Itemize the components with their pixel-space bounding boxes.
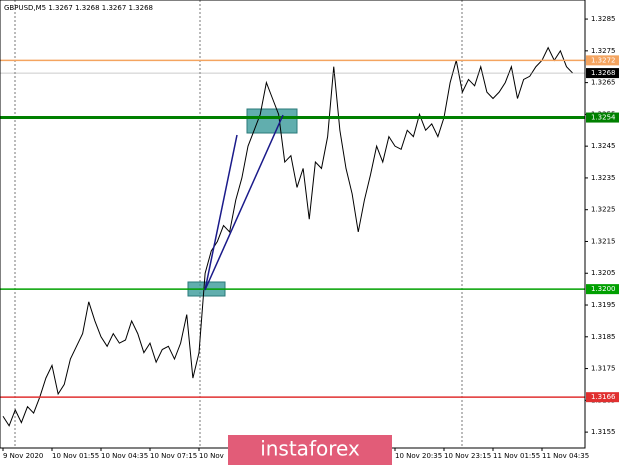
x-tick-label: 11 Nov 04:35 bbox=[542, 452, 589, 460]
x-tick-label: 10 Nov 20:35 bbox=[395, 452, 442, 460]
trend-line bbox=[204, 114, 284, 291]
level-label: 1.3200 bbox=[591, 285, 616, 293]
y-tick-label: 1.3265 bbox=[591, 79, 616, 87]
y-tick-label: 1.3275 bbox=[591, 47, 616, 55]
level-label-box bbox=[586, 284, 619, 295]
y-tick-label: 1.3195 bbox=[591, 301, 616, 309]
level-label-box bbox=[586, 392, 619, 403]
y-tick-label: 1.3205 bbox=[591, 269, 616, 277]
y-tick-label: 1.3155 bbox=[591, 428, 616, 436]
y-tick-label: 1.3225 bbox=[591, 206, 616, 214]
price-line bbox=[2, 46, 573, 427]
level-label-box bbox=[586, 112, 619, 123]
y-tick-label: 1.3235 bbox=[591, 174, 616, 182]
x-tick-label: 11 Nov 01:55 bbox=[493, 452, 540, 460]
x-tick-label: 10 Nov 23:15 bbox=[444, 452, 491, 460]
chart-title: GBPUSD,M5 1.3267 1.3268 1.3267 1.3268 bbox=[4, 4, 153, 12]
level-label: 1.3272 bbox=[591, 56, 616, 64]
level-label-box bbox=[586, 55, 619, 66]
target-box bbox=[246, 108, 298, 134]
x-tick-label: 10 Nov 01:55 bbox=[52, 452, 99, 460]
y-tick-label: 1.3175 bbox=[591, 365, 616, 373]
level-label: 1.3166 bbox=[591, 393, 616, 401]
x-tick-label: 10 Nov 04:35 bbox=[101, 452, 148, 460]
x-tick-label: 9 Nov 2020 bbox=[3, 452, 43, 460]
trend-line bbox=[204, 134, 238, 291]
x-tick-label: 10 Nov 07:15 bbox=[150, 452, 197, 460]
level-label: 1.3254 bbox=[591, 114, 616, 122]
y-tick-label: 1.3185 bbox=[591, 333, 616, 341]
level-label: 1.3268 bbox=[591, 69, 616, 77]
y-tick-label: 1.3285 bbox=[591, 15, 616, 23]
plot-area bbox=[0, 46, 585, 427]
watermark: instaforex bbox=[260, 437, 360, 461]
y-tick-label: 1.3215 bbox=[591, 237, 616, 245]
level-label-box bbox=[586, 68, 619, 79]
x-tick-label: 10 Nov bbox=[199, 452, 224, 460]
watermark-box bbox=[228, 435, 392, 465]
y-tick-label: 1.3245 bbox=[591, 142, 616, 150]
